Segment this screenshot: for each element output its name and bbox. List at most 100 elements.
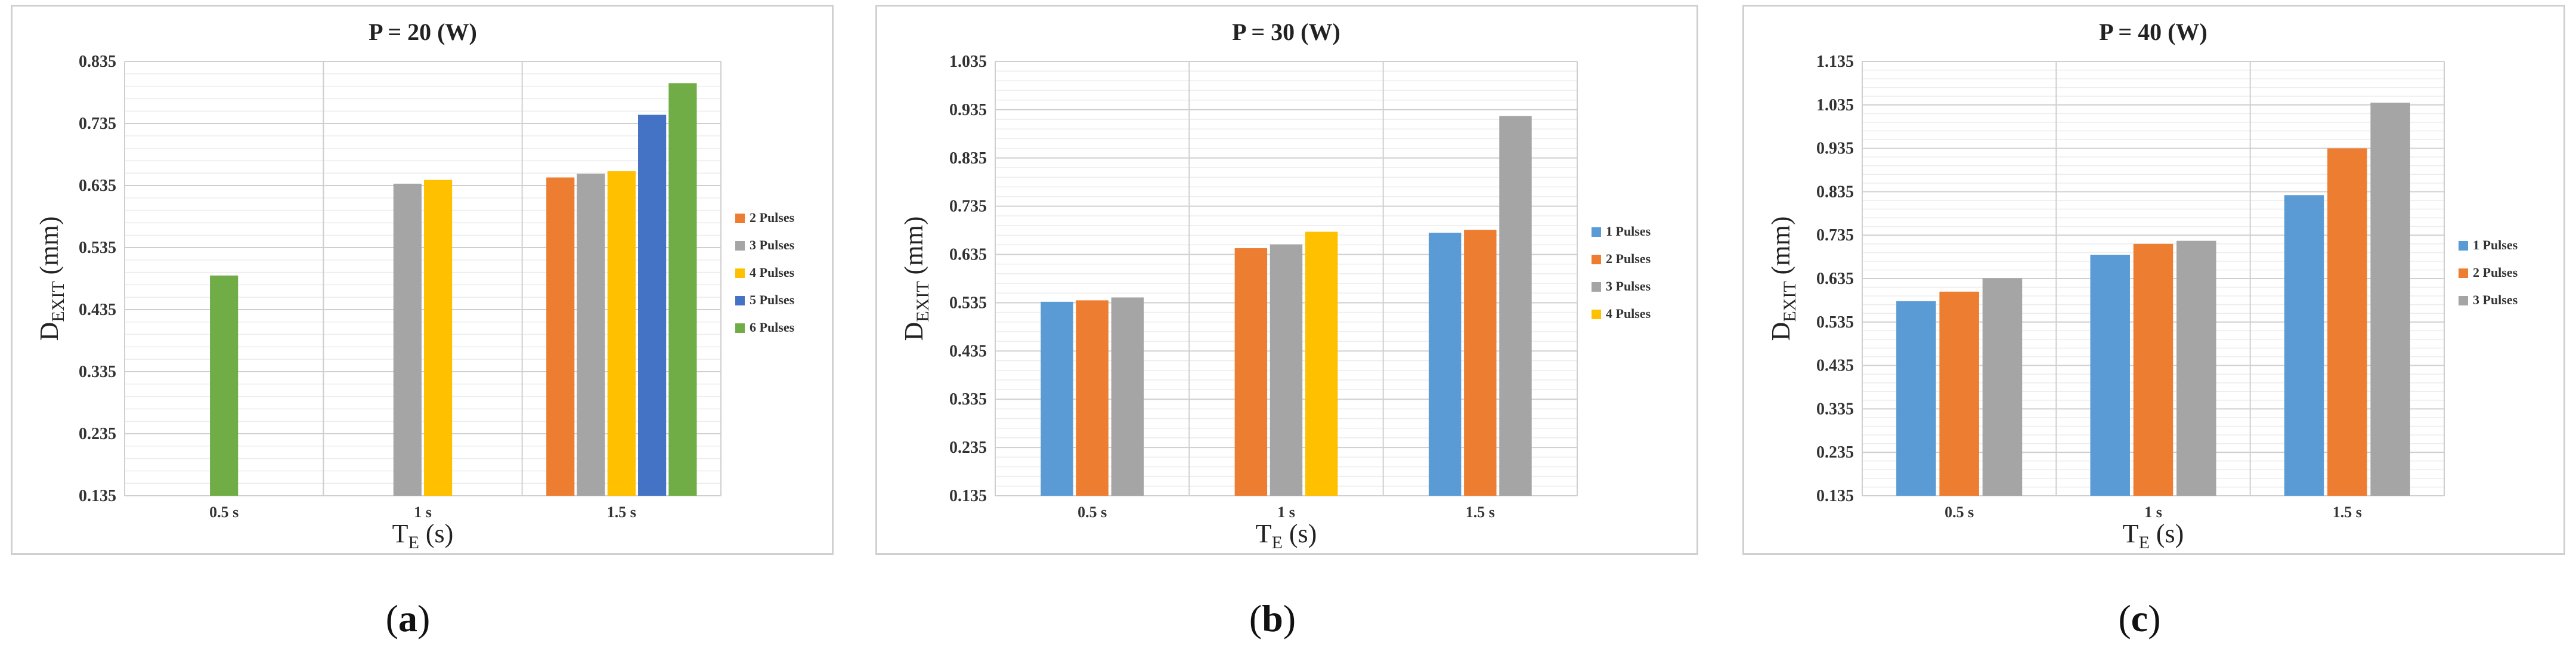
x-category-label: 1.5 s bbox=[2333, 504, 2362, 521]
legend-label: 3 Pulses bbox=[1606, 279, 1651, 294]
bar-1-pulses-15s bbox=[1428, 233, 1462, 496]
chart-title-c: P = 40 (W) bbox=[2099, 18, 2207, 45]
caption-b-letter: b bbox=[1262, 597, 1283, 640]
legend-label: 2 Pulses bbox=[1606, 251, 1651, 266]
y-tick-label: 0.135 bbox=[1816, 487, 1854, 505]
bar-3-pulses-1s bbox=[1270, 244, 1303, 496]
y-tick-label: 0.135 bbox=[79, 487, 116, 505]
y-tick-label: 0.635 bbox=[1816, 270, 1854, 288]
bar-4-pulses-15s bbox=[607, 171, 636, 496]
y-tick-label: 0.635 bbox=[949, 246, 987, 264]
legend-swatch bbox=[2459, 296, 2468, 305]
legend-label: 4 Pulses bbox=[750, 265, 795, 280]
bar-3-pulses-15s bbox=[1499, 116, 1532, 496]
bar-2-pulses-15s bbox=[2327, 148, 2367, 496]
y-tick-label: 0.535 bbox=[1816, 313, 1854, 332]
bar-2-pulses-1s bbox=[1234, 248, 1268, 496]
bar-3-pulses-1s bbox=[2176, 240, 2216, 496]
y-tick-label: 0.835 bbox=[949, 149, 987, 168]
legend-swatch bbox=[1592, 255, 1601, 264]
bar-2-pulses-1s bbox=[2133, 243, 2174, 496]
chart-b-svg: P = 30 (W) 0.135 0.235 0.335 0.435 0.535 0.635… bbox=[899, 18, 1651, 552]
caption-a: (a) bbox=[385, 597, 431, 640]
bar-3-pulses-05s bbox=[1982, 278, 2023, 496]
chart-panel-c: P = 40 (W) 0.135 0.235 0.335 0.435 0.535 0.635… bbox=[1742, 5, 2565, 555]
bar-4-pulses-1s bbox=[424, 180, 453, 496]
chart-title-b: P = 30 (W) bbox=[1232, 18, 1340, 45]
x-category-label: 1.5 s bbox=[607, 504, 636, 521]
y-tick-label: 0.435 bbox=[1816, 357, 1854, 375]
bar-5-pulses-15s bbox=[638, 115, 667, 496]
legend-swatch bbox=[735, 214, 745, 223]
y-tick-label: 0.735 bbox=[1816, 226, 1854, 245]
bar-1-pulses-15s bbox=[2284, 195, 2324, 496]
y-tick-label: 0.935 bbox=[949, 101, 987, 119]
legend-swatch bbox=[735, 323, 745, 333]
y-axis-label: DEXIT (mm) bbox=[1766, 217, 1800, 341]
y-tick-label: 0.535 bbox=[79, 239, 116, 257]
bar-2-pulses-05s bbox=[1076, 300, 1109, 496]
y-axis-label: DEXIT (mm) bbox=[35, 217, 68, 341]
legend-swatch bbox=[1592, 282, 1601, 292]
legend-label: 1 Pulses bbox=[2473, 237, 2518, 252]
y-tick-label: 0.135 bbox=[949, 487, 987, 505]
y-tick-label: 0.835 bbox=[1816, 183, 1854, 201]
x-axis-label: TE (s) bbox=[1256, 519, 1317, 552]
x-category-label: 1 s bbox=[2144, 504, 2162, 521]
bar-1-pulses-05s bbox=[1041, 301, 1073, 496]
legend-swatch bbox=[735, 268, 745, 278]
chart-panel-b: P = 30 (W) 0.135 0.235 0.335 0.435 0.535 0.635… bbox=[875, 5, 1698, 555]
legend-swatch bbox=[1592, 310, 1601, 319]
x-axis-label: TE (s) bbox=[2123, 519, 2184, 552]
caption-c-letter: c bbox=[2131, 597, 2148, 640]
bar-3-pulses-15s bbox=[2370, 103, 2410, 496]
bar-3-pulses-1s bbox=[393, 183, 422, 496]
caption-a-letter: a bbox=[398, 597, 417, 640]
y-tick-label: 0.435 bbox=[79, 301, 116, 319]
bar-2-pulses-05s bbox=[1939, 291, 1979, 496]
bar-3-pulses-15s bbox=[577, 174, 605, 496]
legend-swatch bbox=[1592, 227, 1601, 237]
x-category-label: 0.5 s bbox=[1945, 504, 1974, 521]
y-tick-label: 0.835 bbox=[79, 52, 116, 71]
x-category-label: 1 s bbox=[1277, 504, 1295, 521]
legend-swatch bbox=[735, 241, 745, 251]
y-tick-label: 1.035 bbox=[949, 52, 987, 71]
legend-label: 3 Pulses bbox=[750, 237, 795, 252]
x-category-label: 0.5 s bbox=[1078, 504, 1107, 521]
y-tick-label: 0.335 bbox=[1816, 400, 1854, 418]
y-tick-label: 0.935 bbox=[1816, 140, 1854, 158]
legend-label: 3 Pulses bbox=[2473, 292, 2518, 307]
y-tick-label: 0.235 bbox=[1816, 443, 1854, 462]
legend-swatch bbox=[2459, 241, 2468, 251]
bar-1-pulses-1s bbox=[2090, 254, 2130, 496]
y-tick-label: 0.635 bbox=[79, 177, 116, 195]
y-tick-label: 0.335 bbox=[949, 390, 987, 409]
y-axis-label: DEXIT (mm) bbox=[899, 217, 933, 341]
bar-2-pulses-15s bbox=[1464, 230, 1497, 496]
legend-label: 2 Pulses bbox=[750, 210, 795, 225]
y-tick-label: 0.235 bbox=[949, 438, 987, 457]
bar-1-pulses-05s bbox=[1896, 301, 1936, 496]
bar-6-pulses-15s bbox=[668, 83, 697, 496]
legend-swatch bbox=[735, 296, 745, 305]
legend-label: 1 Pulses bbox=[1606, 224, 1651, 239]
legend-label: 4 Pulses bbox=[1606, 306, 1651, 321]
chart-title-a: P = 20 (W) bbox=[369, 18, 477, 45]
y-tick-label: 0.335 bbox=[79, 363, 116, 381]
legend-label: 5 Pulses bbox=[750, 292, 795, 307]
bar-2-pulses-15s bbox=[546, 177, 575, 496]
y-tick-label: 0.435 bbox=[949, 342, 987, 360]
caption-c: (c) bbox=[2118, 597, 2161, 640]
bar-4-pulses-1s bbox=[1305, 231, 1338, 496]
y-tick-label: 1.135 bbox=[1816, 52, 1854, 71]
legend-label: 6 Pulses bbox=[750, 320, 795, 335]
y-tick-label: 0.535 bbox=[949, 294, 987, 312]
x-category-label: 1 s bbox=[414, 504, 432, 521]
bar-3-pulses-05s bbox=[1111, 297, 1144, 496]
legend-label: 2 Pulses bbox=[2473, 265, 2518, 280]
y-tick-label: 0.735 bbox=[949, 197, 987, 216]
bar-6-pulses-05s bbox=[210, 275, 239, 496]
legend-swatch bbox=[2459, 268, 2468, 278]
